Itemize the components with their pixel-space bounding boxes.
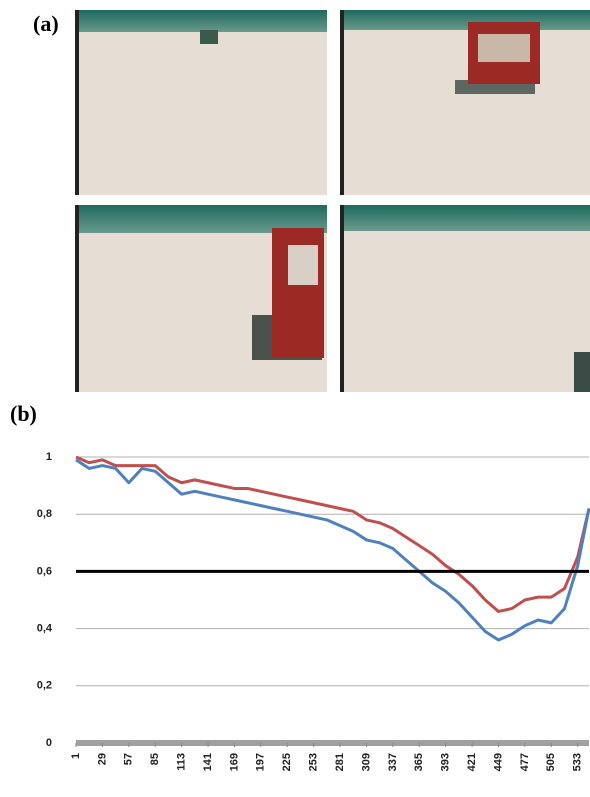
- x-tick-label: 29: [96, 753, 108, 765]
- x-tick-label: 477: [519, 753, 531, 771]
- x-tick-label: 365: [413, 753, 425, 771]
- y-tick-label: 1: [46, 451, 52, 463]
- x-tick-label: 113: [176, 753, 188, 771]
- x-tick-label: 1: [70, 753, 82, 759]
- y-tick-label: 0,4: [37, 623, 53, 635]
- x-tick-label: 449: [492, 753, 504, 771]
- x-axis: [76, 740, 589, 746]
- x-tick-label: 281: [334, 753, 346, 771]
- y-tick-label: 0,6: [37, 565, 52, 577]
- x-tick-label: 85: [149, 753, 161, 765]
- x-tick-label: 505: [545, 753, 557, 771]
- x-tick-label: 57: [123, 753, 135, 765]
- x-tick-label: 421: [466, 753, 478, 771]
- x-tick-label: 533: [572, 753, 584, 771]
- photo: [340, 10, 590, 195]
- y-tick-label: 0: [46, 737, 52, 749]
- series-line: [75, 458, 590, 642]
- x-tick-label: 337: [387, 753, 399, 771]
- y-tick-label: 0,8: [37, 508, 52, 520]
- x-tick-label: 393: [440, 753, 452, 771]
- y-tick-label: 0,2: [37, 680, 52, 692]
- x-tick-label: 225: [281, 753, 293, 771]
- x-tick-label: 197: [255, 753, 267, 771]
- panel-label: (b): [10, 401, 37, 426]
- x-tick-label: 141: [202, 753, 214, 771]
- photo: [75, 10, 327, 195]
- x-tick-label: 169: [228, 753, 240, 771]
- series-line: [75, 455, 590, 613]
- x-tick-label: 253: [308, 753, 320, 771]
- photo: [340, 205, 590, 392]
- panel-label: (a): [33, 11, 59, 36]
- photo: [75, 205, 327, 392]
- x-tick-label: 309: [360, 753, 372, 771]
